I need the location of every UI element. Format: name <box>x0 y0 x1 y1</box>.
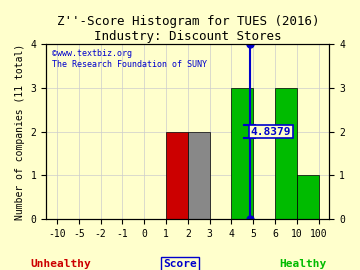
Text: Healthy: Healthy <box>279 259 326 269</box>
Bar <box>297 175 319 219</box>
Bar <box>188 131 210 219</box>
Bar <box>231 88 253 219</box>
Text: ©www.textbiz.org
The Research Foundation of SUNY: ©www.textbiz.org The Research Foundation… <box>52 49 207 69</box>
Bar <box>275 88 297 219</box>
Text: 4.8379: 4.8379 <box>251 127 291 137</box>
Text: Unhealthy: Unhealthy <box>31 259 91 269</box>
Bar <box>166 131 188 219</box>
Title: Z''-Score Histogram for TUES (2016)
Industry: Discount Stores: Z''-Score Histogram for TUES (2016) Indu… <box>57 15 319 43</box>
Text: Score: Score <box>163 259 197 269</box>
Y-axis label: Number of companies (11 total): Number of companies (11 total) <box>15 43 25 220</box>
